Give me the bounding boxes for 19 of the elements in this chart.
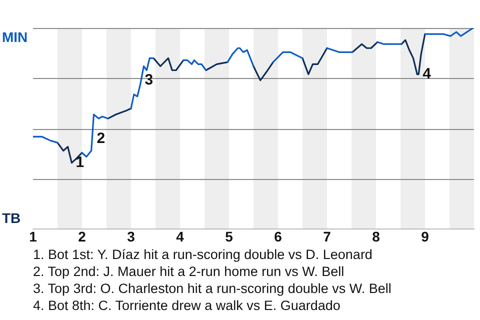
text: 1. Bot 1st: Y. Díaz hit a run-scoring double vs D. Leonard [33, 246, 374, 263]
x-tick-label: 3 [127, 228, 136, 244]
annotation: 1 [76, 154, 84, 171]
annotation: 2 [96, 130, 106, 147]
x-tick-label: 1 [29, 228, 38, 244]
x-tick-label: 7 [323, 228, 332, 244]
text: TB [2, 210, 21, 226]
text: 2. Top 2nd: J. Mauer hit a 2-run home run vs W. Bell [33, 263, 346, 280]
x-tick-label: 8 [372, 228, 380, 244]
x-tick-label: 5 [225, 228, 234, 244]
annotation: 4 [422, 65, 432, 82]
text: 4. Bot 8th: C. Torriente drew a walk vs E. Guardado [33, 297, 342, 314]
text: MIN [2, 29, 28, 45]
x-tick-label: 6 [274, 228, 282, 244]
x-tick-label: 4 [176, 228, 184, 244]
text: 3. Top 3rd: O. Charleston hit a run-scoring double vs W. Bell [33, 280, 392, 297]
annotation: 3 [144, 71, 154, 88]
x-tick-label: 9 [421, 228, 430, 244]
x-tick-label: 2 [78, 228, 86, 244]
